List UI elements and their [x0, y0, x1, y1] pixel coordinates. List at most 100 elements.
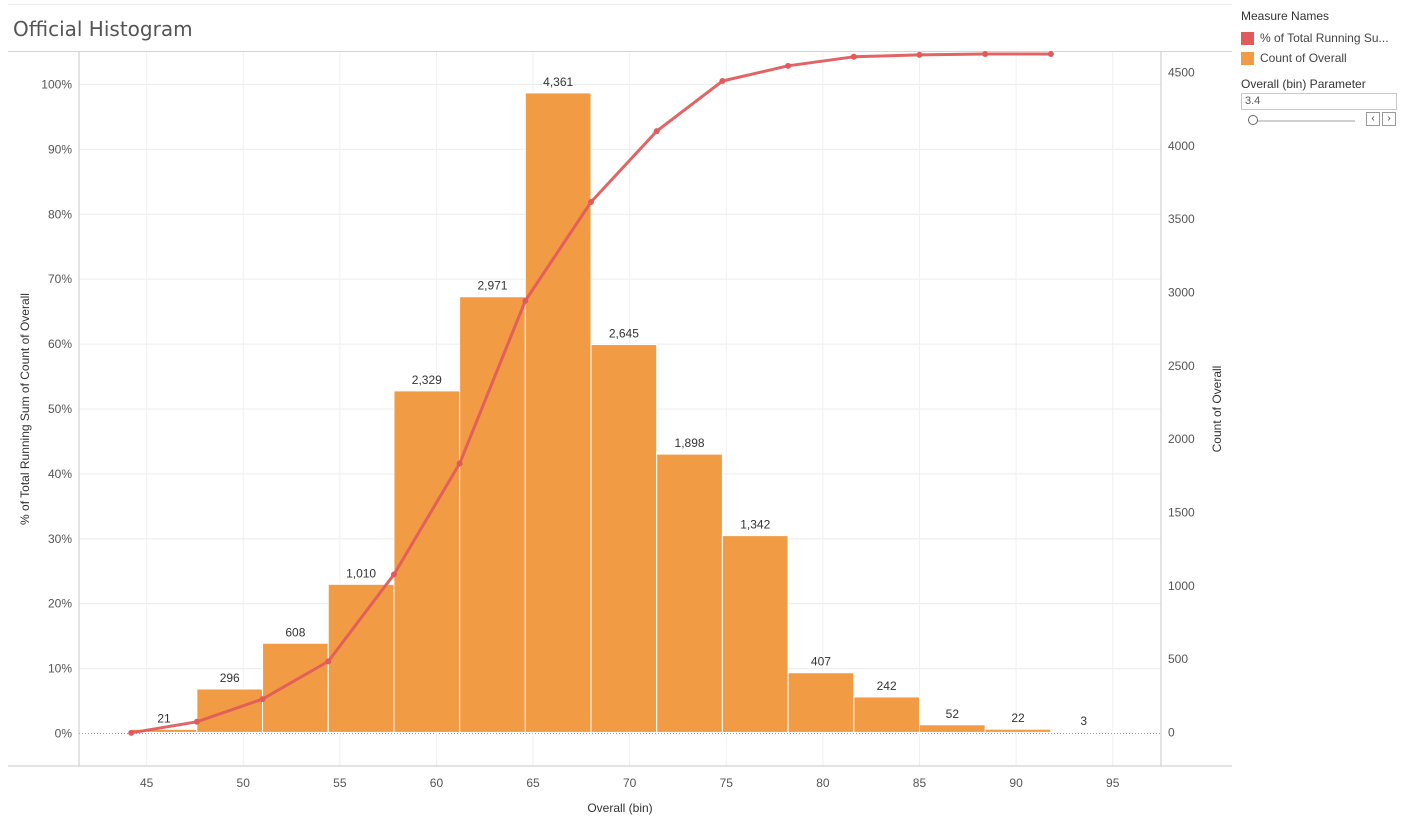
bar-value-label: 1,898 — [675, 436, 705, 450]
running-sum-point[interactable] — [522, 297, 529, 304]
top-border — [8, 4, 1232, 5]
legend-item-count[interactable]: Count of Overall — [1241, 48, 1399, 68]
parameter-value-input[interactable]: 3.4 — [1241, 93, 1397, 110]
running-sum-point[interactable] — [653, 128, 660, 135]
bar-value-label: 52 — [946, 707, 960, 721]
right-tick-label: 3000 — [1168, 285, 1195, 299]
chevron-right-icon[interactable]: › — [1382, 112, 1396, 126]
running-sum-line-layer[interactable] — [128, 50, 1054, 736]
left-tick-label: 20% — [48, 597, 72, 611]
parameter-title: Overall (bin) Parameter — [1241, 77, 1366, 91]
running-sum-point[interactable] — [850, 53, 857, 60]
x-tick-label: 50 — [237, 776, 251, 790]
left-tick-label: 70% — [48, 272, 72, 286]
right-tick-label: 3500 — [1168, 212, 1195, 226]
legend-swatch — [1241, 31, 1254, 45]
running-sum-point[interactable] — [916, 51, 923, 58]
parameter-slider[interactable]: ‹ › — [1241, 112, 1399, 130]
left-tick-label: 100% — [41, 77, 72, 91]
histogram-chart: 21 296 608 1,010 2,329 2,971 4,361 2,645 1,898 1,… — [8, 50, 1232, 815]
running-sum-point[interactable] — [390, 571, 397, 578]
running-sum-point[interactable] — [325, 658, 332, 665]
running-sum-point[interactable] — [456, 460, 463, 467]
bar-value-label: 3 — [1080, 714, 1087, 728]
histogram-bar[interactable] — [524, 92, 592, 733]
right-tick-label: 1500 — [1168, 505, 1195, 519]
left-tick-label: 50% — [48, 402, 72, 416]
legend-label: % of Total Running Su... — [1260, 31, 1389, 45]
right-tick-label: 2500 — [1168, 359, 1195, 373]
left-tick-label: 60% — [48, 337, 72, 351]
left-tick-label: 10% — [48, 662, 72, 676]
running-sum-point[interactable] — [259, 696, 266, 703]
running-sum-point[interactable] — [982, 51, 989, 58]
right-tick-label: 2000 — [1168, 432, 1195, 446]
left-tick-label: 80% — [48, 207, 72, 221]
histogram-bar[interactable] — [262, 642, 329, 733]
histogram-bar[interactable] — [393, 390, 461, 733]
right-tick-label: 4500 — [1168, 66, 1195, 80]
running-sum-point[interactable] — [588, 199, 595, 206]
legend-label: Count of Overall — [1260, 51, 1347, 65]
histogram-bar[interactable] — [327, 583, 395, 733]
histogram-bar[interactable] — [459, 296, 526, 733]
running-sum-point[interactable] — [719, 78, 726, 85]
x-tick-label: 85 — [913, 776, 927, 790]
histogram-bar[interactable] — [918, 724, 986, 733]
x-tick-label: 45 — [140, 776, 154, 790]
bar-value-label: 1,010 — [346, 566, 376, 580]
title-divider — [8, 51, 1232, 52]
histogram-bar[interactable] — [721, 535, 789, 733]
bar-value-label: 407 — [811, 655, 831, 669]
right-tick-label: 4000 — [1168, 139, 1195, 153]
axis-layer: 0% 10% 20% 30% 40% 50% 60% 70% 80% 90% 100% 45 50 55 6… — [8, 52, 1232, 815]
histogram-bar[interactable] — [656, 453, 723, 733]
x-tick-label: 90 — [1009, 776, 1023, 790]
histogram-bar[interactable] — [1050, 731, 1118, 733]
bar-value-label: 296 — [220, 671, 240, 685]
bar-value-label: 1,342 — [740, 518, 770, 532]
legend-item-running-sum[interactable]: % of Total Running Su... — [1241, 28, 1399, 48]
legend-title: Measure Names — [1241, 9, 1330, 23]
running-sum-point[interactable] — [193, 718, 200, 725]
left-axis-title: % of Total Running Sum of Count of Overa… — [18, 293, 32, 525]
right-tick-label: 500 — [1168, 652, 1188, 666]
left-tick-label: 90% — [48, 142, 72, 156]
x-tick-label: 95 — [1106, 776, 1120, 790]
right-axis-title: Count of Overall — [1210, 366, 1224, 453]
running-sum-point[interactable] — [128, 729, 135, 736]
histogram-bar[interactable] — [590, 344, 658, 733]
bar-label-layer: 21 296 608 1,010 2,329 2,971 4,361 2,645 1,898 1,… — [157, 75, 1087, 728]
x-tick-label: 55 — [333, 776, 347, 790]
histogram-bar[interactable] — [984, 728, 1052, 733]
grid-layer — [79, 52, 1161, 766]
x-tick-label: 65 — [526, 776, 540, 790]
bar-layer[interactable] — [130, 92, 1118, 733]
chevron-left-icon[interactable]: ‹ — [1366, 112, 1380, 126]
right-tick-label: 0 — [1168, 725, 1175, 739]
left-tick-label: 30% — [48, 532, 72, 546]
bar-value-label: 242 — [877, 679, 897, 693]
x-tick-label: 70 — [623, 776, 637, 790]
histogram-bar[interactable] — [787, 672, 855, 733]
bar-value-label: 22 — [1011, 711, 1025, 725]
right-tick-label: 1000 — [1168, 579, 1195, 593]
x-tick-label: 60 — [430, 776, 444, 790]
bar-value-label: 2,645 — [609, 327, 639, 341]
left-tick-label: 40% — [48, 467, 72, 481]
running-sum-point[interactable] — [785, 62, 792, 69]
x-tick-label: 75 — [720, 776, 734, 790]
slider-handle[interactable] — [1248, 115, 1258, 125]
x-axis-title: Overall (bin) — [587, 801, 652, 815]
left-tick-label: 0% — [55, 727, 73, 741]
legend-panel: Measure Names % of Total Running Su... C… — [1241, 9, 1399, 130]
running-sum-point[interactable] — [1047, 50, 1054, 57]
slider-track[interactable] — [1251, 120, 1355, 122]
page-title: Official Histogram — [13, 17, 193, 41]
bar-value-label: 2,971 — [477, 279, 507, 293]
bar-value-label: 21 — [157, 711, 171, 725]
histogram-bar[interactable] — [853, 696, 920, 733]
x-tick-label: 80 — [816, 776, 830, 790]
bar-value-label: 4,361 — [543, 75, 573, 89]
legend-swatch — [1241, 51, 1254, 65]
